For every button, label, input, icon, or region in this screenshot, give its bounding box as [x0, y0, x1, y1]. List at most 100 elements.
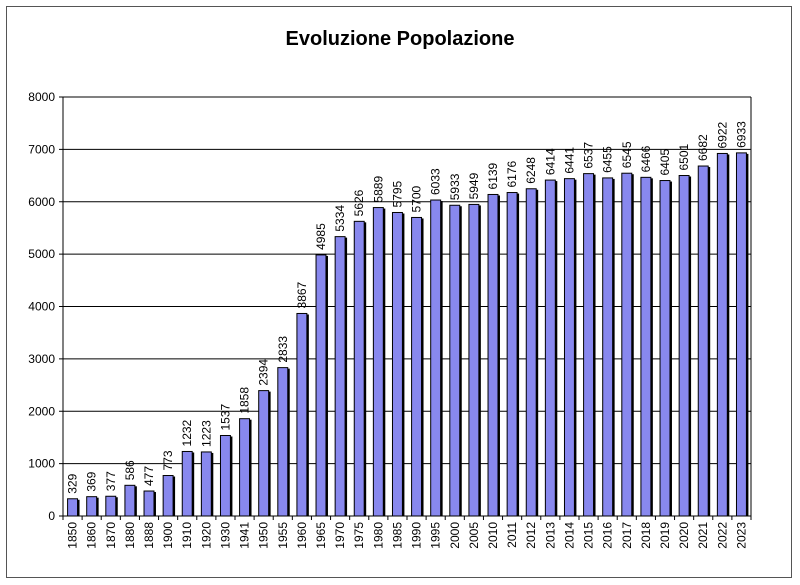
bar: [124, 484, 136, 517]
data-label: 6501: [677, 143, 691, 170]
bar: [487, 193, 499, 517]
x-tick-label: 1941: [238, 522, 252, 549]
bar: [430, 199, 442, 517]
bar: [162, 475, 174, 517]
x-tick-label: 1955: [276, 522, 290, 549]
bar: [105, 495, 117, 517]
data-labels: 329 369 377 586 477 773 1232 1223 1537 1858 2394 28…: [66, 121, 749, 494]
bar: [735, 152, 747, 517]
y-tick-label: 2000: [28, 404, 55, 418]
data-label: 5334: [333, 205, 347, 232]
x-tick-label: 2014: [562, 522, 576, 549]
bar: [258, 390, 270, 517]
data-label: 5626: [352, 189, 366, 216]
x-tick-label: 2013: [543, 522, 557, 549]
x-tick-label: 1965: [314, 522, 328, 549]
data-label: 6922: [715, 121, 729, 148]
data-label: 773: [161, 450, 175, 470]
data-label: 369: [85, 471, 99, 491]
data-label: 329: [66, 473, 80, 493]
x-tick-label: 2017: [620, 522, 634, 549]
bar: [181, 450, 193, 517]
bar: [544, 179, 556, 517]
data-label: 5889: [371, 176, 385, 203]
x-tick-label: 2016: [601, 522, 615, 549]
bar: [296, 312, 308, 517]
data-label: 1223: [199, 420, 213, 447]
x-tick-label: 1960: [295, 522, 309, 549]
x-tick-label: 2019: [658, 522, 672, 549]
y-tick-label: 0: [48, 509, 55, 523]
data-label: 2833: [276, 336, 290, 363]
bar: [219, 434, 231, 517]
x-tick-label: 1995: [429, 522, 443, 549]
bar: [353, 220, 365, 517]
data-label: 1537: [218, 403, 232, 430]
x-tick-label: 1930: [218, 522, 232, 549]
data-label: 6441: [562, 147, 576, 174]
data-label: 377: [104, 471, 118, 491]
x-tick-label: 1980: [371, 522, 385, 549]
data-label: 6405: [658, 149, 672, 176]
data-label: 6139: [486, 162, 500, 189]
x-tick-label: 1880: [123, 522, 137, 549]
y-tick-label: 7000: [28, 142, 55, 156]
data-label: 6033: [429, 168, 443, 195]
data-label: 4985: [314, 223, 328, 250]
data-label: 6682: [696, 134, 710, 161]
x-tick-label: 2022: [715, 522, 729, 549]
x-tick-label: 2005: [467, 522, 481, 549]
x-tick-label: 1970: [333, 522, 347, 549]
x-tick-label: 2020: [677, 522, 691, 549]
bar: [277, 367, 289, 517]
bar: [143, 490, 155, 517]
x-tick-label: 1985: [390, 522, 404, 549]
x-tick-label: 2000: [448, 522, 462, 549]
bars: [67, 152, 749, 517]
bar: [583, 173, 595, 517]
data-label: 3867: [295, 281, 309, 308]
data-label: 6176: [505, 161, 519, 188]
bar: [315, 254, 327, 517]
data-label: 1232: [180, 419, 194, 446]
bar: [621, 172, 633, 517]
bar: [86, 496, 98, 517]
x-tick-label: 2018: [639, 522, 653, 549]
bar: [602, 177, 614, 517]
bar: [468, 203, 480, 517]
x-tick-label: 2023: [734, 522, 748, 549]
x-tick-label: 1900: [161, 522, 175, 549]
x-tick-label: 2011: [505, 522, 519, 548]
data-label: 6248: [524, 157, 538, 184]
grid-lines: [63, 96, 751, 465]
y-tick-label: 1000: [28, 457, 55, 471]
bar: [563, 178, 575, 517]
bar: [640, 176, 652, 517]
x-tick-label: 1860: [85, 522, 99, 549]
chart-title: Evoluzione Popolazione: [285, 28, 515, 50]
bar: [697, 165, 709, 517]
bar: [372, 207, 384, 517]
y-tick-label: 5000: [28, 247, 55, 261]
y-tick-label: 8000: [28, 90, 55, 104]
data-label: 6466: [639, 145, 653, 172]
bar: [659, 180, 671, 517]
data-label: 5949: [467, 172, 481, 199]
bar: [525, 188, 537, 517]
x-tick-label: 1950: [257, 522, 271, 549]
x-tick-label: 1975: [352, 522, 366, 549]
y-tick-label: 6000: [28, 195, 55, 209]
data-label: 6455: [601, 146, 615, 173]
y-tick-label: 4000: [28, 300, 55, 314]
y-tick-label: 3000: [28, 352, 55, 366]
x-tick-label: 1870: [104, 522, 118, 549]
bar: [716, 152, 728, 517]
bar: [506, 192, 518, 517]
data-label: 477: [142, 466, 156, 486]
axes: 0 1000 2000 3000 4000 5000 6000 7000 8000 1850 186…: [28, 90, 752, 549]
data-label: 6414: [543, 148, 557, 175]
bar: [67, 498, 79, 517]
bar: [391, 211, 403, 517]
x-tick-label: 1910: [180, 522, 194, 549]
